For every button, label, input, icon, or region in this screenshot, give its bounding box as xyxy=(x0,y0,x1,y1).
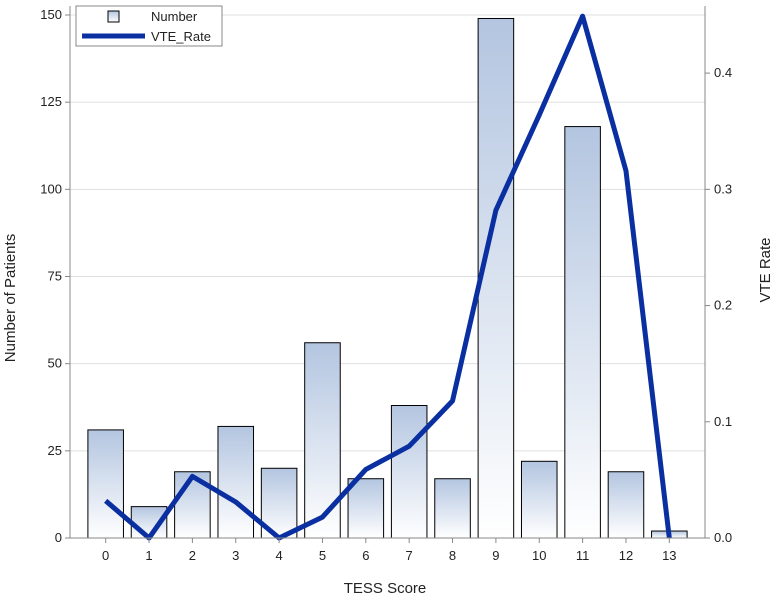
x-tick-label: 13 xyxy=(662,548,676,563)
grid-lines xyxy=(70,14,705,452)
bar-8 xyxy=(434,478,471,539)
x-tick-label: 8 xyxy=(449,548,456,563)
legend-frame xyxy=(75,5,223,47)
vte-rate-line xyxy=(104,13,672,541)
y-tick-label: 100 xyxy=(40,181,62,196)
legend: Number VTE_Rate xyxy=(75,5,223,47)
y-tick-label: 25 xyxy=(48,443,62,458)
y-tick-label: 125 xyxy=(40,94,62,109)
bar-6 xyxy=(347,478,385,539)
bar-3 xyxy=(217,425,255,539)
x-tick-label: 10 xyxy=(532,548,546,563)
y2-tick-label: 0.3 xyxy=(714,181,732,196)
bar-11 xyxy=(564,126,601,539)
y-tick-label: 75 xyxy=(48,269,62,284)
legend-label-number: Number xyxy=(151,9,198,24)
y-tick-label: 0 xyxy=(55,530,62,545)
x-tick-label: 5 xyxy=(319,548,326,563)
bar-9 xyxy=(477,17,515,539)
bar-10 xyxy=(520,460,558,539)
y-tick-label: 150 xyxy=(40,7,62,22)
y2-tick-label: 0.2 xyxy=(714,298,732,313)
y-tick-label: 50 xyxy=(48,356,62,371)
legend-label-vte-rate: VTE_Rate xyxy=(151,29,211,44)
x-tick-label: 6 xyxy=(362,548,369,563)
x-tick-label: 7 xyxy=(406,548,413,563)
bar-0 xyxy=(87,429,124,539)
y2-tick-label: 0.1 xyxy=(714,414,732,429)
x-tick-label: 0 xyxy=(102,548,109,563)
bar-7 xyxy=(390,405,428,539)
x-axis-title: TESS Score xyxy=(344,580,427,595)
line-series xyxy=(104,13,672,541)
x-tick-label: 2 xyxy=(189,548,196,563)
bar-12 xyxy=(607,471,645,539)
x-tick-label: 9 xyxy=(492,548,499,563)
x-tick-label: 11 xyxy=(576,548,590,563)
bar-5 xyxy=(304,342,341,539)
legend-bar-swatch xyxy=(107,10,120,23)
x-tick-label: 3 xyxy=(232,548,239,563)
y2-tick-label: 0.4 xyxy=(714,65,732,80)
y-axis-title: Number of Patients xyxy=(2,234,19,362)
x-tick-label: 1 xyxy=(145,548,152,563)
x-tick-label: 12 xyxy=(619,548,633,563)
y2-tick-label: 0.0 xyxy=(714,530,732,545)
x-tick-label: 4 xyxy=(275,548,282,563)
y2-axis-title: VTE Rate xyxy=(757,237,772,302)
